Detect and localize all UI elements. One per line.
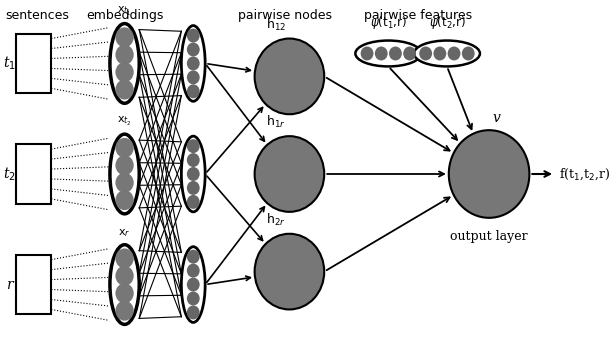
Circle shape (187, 292, 200, 306)
Circle shape (389, 47, 402, 61)
Text: v: v (493, 111, 501, 125)
Circle shape (116, 45, 134, 65)
Text: x$_{t_2}$: x$_{t_2}$ (118, 115, 132, 128)
Circle shape (116, 62, 134, 82)
Ellipse shape (356, 40, 421, 66)
Circle shape (187, 84, 200, 98)
Circle shape (116, 266, 134, 286)
Bar (17, 33, 51, 93)
Circle shape (433, 47, 446, 61)
Circle shape (375, 47, 387, 61)
Text: h$_{1r}$: h$_{1r}$ (266, 114, 286, 130)
Circle shape (116, 80, 134, 100)
Text: pairwise features: pairwise features (364, 9, 472, 22)
Text: h$_{2r}$: h$_{2r}$ (266, 212, 286, 228)
Ellipse shape (181, 247, 205, 322)
Circle shape (360, 47, 373, 61)
Circle shape (187, 153, 200, 167)
Circle shape (187, 139, 200, 153)
Circle shape (187, 250, 200, 264)
Text: t$_2$: t$_2$ (2, 165, 16, 183)
Circle shape (116, 155, 134, 175)
Bar (17, 255, 51, 315)
Ellipse shape (110, 24, 139, 103)
Circle shape (116, 248, 134, 268)
Circle shape (187, 264, 200, 278)
Text: t$_1$: t$_1$ (2, 55, 16, 72)
Circle shape (187, 29, 200, 42)
Circle shape (116, 190, 134, 210)
Ellipse shape (414, 40, 480, 66)
Circle shape (255, 39, 324, 114)
Ellipse shape (181, 26, 205, 101)
Circle shape (116, 27, 134, 47)
Text: sentences: sentences (6, 9, 70, 22)
Bar (17, 144, 51, 204)
Ellipse shape (110, 245, 139, 324)
Text: $\psi$(t$_2$,r): $\psi$(t$_2$,r) (428, 14, 465, 31)
Circle shape (187, 70, 200, 84)
Circle shape (116, 301, 134, 321)
Text: h$_{12}$: h$_{12}$ (266, 16, 286, 33)
Circle shape (449, 130, 529, 218)
Circle shape (187, 181, 200, 195)
Circle shape (419, 47, 432, 61)
Circle shape (462, 47, 475, 61)
Circle shape (255, 234, 324, 309)
Text: $\psi$(t$_1$,r): $\psi$(t$_1$,r) (370, 14, 407, 31)
Text: r: r (6, 278, 12, 292)
Ellipse shape (181, 136, 205, 212)
Circle shape (187, 167, 200, 181)
Circle shape (447, 47, 460, 61)
Circle shape (187, 278, 200, 292)
Circle shape (187, 306, 200, 319)
Circle shape (187, 42, 200, 56)
Circle shape (187, 56, 200, 70)
Circle shape (403, 47, 416, 61)
Text: output layer: output layer (450, 230, 528, 243)
Circle shape (116, 138, 134, 158)
Text: embeddings: embeddings (86, 9, 163, 22)
Text: x$_r$: x$_r$ (119, 227, 131, 239)
Circle shape (116, 173, 134, 193)
Circle shape (116, 283, 134, 303)
Text: x$_{t_1}$: x$_{t_1}$ (118, 5, 132, 18)
Circle shape (255, 136, 324, 212)
Circle shape (187, 195, 200, 209)
Ellipse shape (110, 134, 139, 214)
Text: pairwise nodes: pairwise nodes (238, 9, 332, 22)
Text: f(t$_1$,t$_2$,r): f(t$_1$,t$_2$,r) (559, 166, 610, 182)
